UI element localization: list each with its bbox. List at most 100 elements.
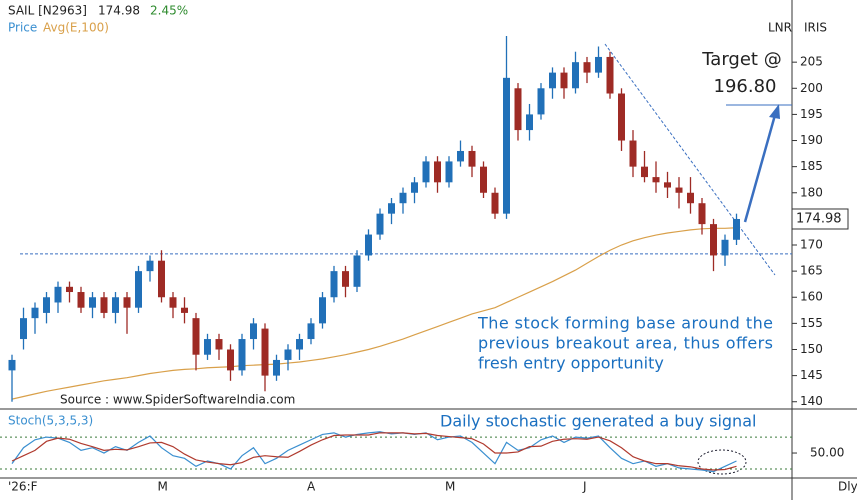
last-price: 174.98 xyxy=(98,4,140,18)
candle-body xyxy=(445,161,453,183)
y-tick-label: 50.00 xyxy=(810,446,844,460)
arrow-head xyxy=(769,104,780,119)
candle-body xyxy=(503,77,510,214)
periodicity: Dly xyxy=(838,480,857,494)
candle-body xyxy=(687,192,694,204)
x-tick-label: M xyxy=(445,480,455,494)
candle-body xyxy=(721,239,729,256)
stoch-annotation: Daily stochastic generated a buy signal xyxy=(440,412,756,431)
candle-body xyxy=(227,349,234,371)
candle-body xyxy=(66,286,73,293)
candle-body xyxy=(181,307,188,313)
candle-body xyxy=(100,297,108,313)
trendline xyxy=(604,43,776,276)
candle-body xyxy=(376,213,384,235)
note-line: fresh entry opportunity xyxy=(478,354,664,373)
stoch-title: Stoch(5,3,5,3) xyxy=(8,414,93,428)
candle-body xyxy=(733,218,740,240)
candle-body xyxy=(123,297,131,308)
last-price-tag-label: 174.98 xyxy=(796,211,842,226)
candle-body xyxy=(560,72,568,89)
candle-body xyxy=(549,72,556,89)
candle-body xyxy=(652,177,660,183)
candle-body xyxy=(698,203,706,225)
candle-body xyxy=(330,271,338,298)
candle-body xyxy=(43,297,50,313)
y-tick-label: 155 xyxy=(800,316,823,330)
candle-body xyxy=(353,255,361,287)
candle-body xyxy=(54,286,62,303)
lnr: LNR xyxy=(768,21,792,35)
candle-body xyxy=(89,297,96,308)
legend-price: Price xyxy=(8,21,37,35)
stoch-line xyxy=(11,431,737,473)
candle-body xyxy=(526,114,533,131)
legend-avg: Avg(E,100) xyxy=(43,21,109,35)
candle-body xyxy=(135,271,142,308)
x-tick-label: M xyxy=(158,480,168,494)
source: Source : www.SpiderSoftwareIndia.com xyxy=(60,393,295,407)
candle-body xyxy=(250,323,257,340)
candle-body xyxy=(273,359,280,376)
candle-body xyxy=(618,93,625,141)
y-tick-label: 185 xyxy=(800,159,823,173)
candle-body xyxy=(491,192,499,214)
avg-line xyxy=(11,227,737,400)
last-price-tag xyxy=(791,208,849,230)
candle-body xyxy=(342,271,349,287)
candle-body xyxy=(158,260,165,298)
y-tick-label: 140 xyxy=(800,394,823,408)
candle-body xyxy=(319,297,326,324)
candle-body xyxy=(399,192,407,204)
candle-body xyxy=(606,56,614,94)
candle-body xyxy=(307,323,315,340)
candle-body xyxy=(238,339,246,371)
y-tick-label: 145 xyxy=(800,368,823,382)
candle-body xyxy=(146,260,154,272)
candle-body xyxy=(365,234,372,256)
candle-body xyxy=(411,182,418,193)
note-line: previous breakout area, thus offers xyxy=(478,334,773,353)
candle-body xyxy=(8,359,16,371)
candle-body xyxy=(261,328,269,376)
symbol: SAIL [N2963] xyxy=(8,4,87,18)
iris: IRIS xyxy=(804,21,827,35)
y-tick-label: 170 xyxy=(800,238,823,252)
candle-body xyxy=(20,318,27,340)
candle-body xyxy=(284,349,292,360)
candle-body xyxy=(514,88,522,131)
candle-body xyxy=(572,62,579,89)
x-tick-label: '26:F xyxy=(8,480,38,494)
change: 2.45% xyxy=(150,4,188,18)
y-tick-label: 180 xyxy=(800,185,823,199)
note-line: The stock forming base around the xyxy=(477,314,773,333)
candle-body xyxy=(664,182,671,188)
target-label: 196.80 xyxy=(714,76,777,97)
candle-body xyxy=(215,339,223,350)
candle-body xyxy=(480,166,487,193)
x-tick-label: A xyxy=(307,480,316,494)
y-tick-label: 150 xyxy=(800,342,823,356)
candle-body xyxy=(112,297,119,313)
signal-circle xyxy=(697,449,747,475)
x-tick-label: J xyxy=(582,480,587,494)
y-tick-label: 160 xyxy=(800,290,823,304)
candle-body xyxy=(31,307,39,319)
candle-body xyxy=(434,161,441,183)
y-tick-label: 200 xyxy=(800,81,823,95)
candle-body xyxy=(710,224,717,256)
candle-body xyxy=(537,88,545,115)
candle-body xyxy=(468,150,476,167)
candle-body xyxy=(595,56,602,73)
candle-body xyxy=(457,150,464,162)
candle-body xyxy=(629,140,637,167)
target-text: Target @ xyxy=(701,49,781,70)
y-tick-label: 205 xyxy=(800,55,823,69)
candle-body xyxy=(77,292,85,308)
y-tick-label: 165 xyxy=(800,264,823,278)
candle-body xyxy=(204,339,211,355)
stoch-line xyxy=(11,432,737,471)
candle-body xyxy=(583,62,591,73)
candle-body xyxy=(641,166,648,178)
